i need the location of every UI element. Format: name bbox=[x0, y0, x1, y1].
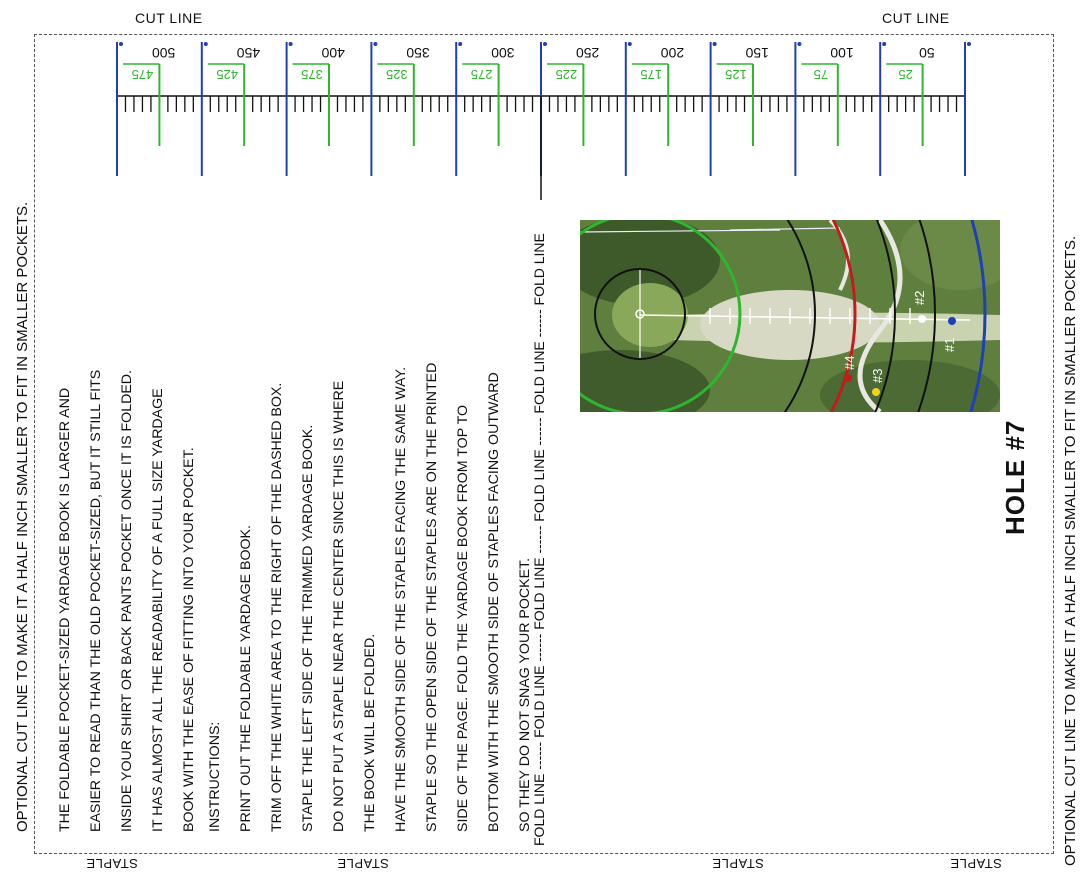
instructions-block: INSTRUCTIONS: PRINT OUT THE FOLDABLE YAR… bbox=[200, 363, 541, 832]
tee-marker-label: #4 bbox=[842, 355, 857, 370]
ruler-green-label: 375 bbox=[301, 67, 323, 82]
hole-aerial-map bbox=[580, 220, 1000, 412]
tee-marker-label: #3 bbox=[870, 368, 885, 383]
cut-line-label-right: CUT LINE bbox=[882, 10, 950, 26]
intro-line: EASIER TO READ THAN THE OLD POCKET-SIZED… bbox=[88, 369, 104, 832]
instruction-line: DO NOT PUT A STAPLE NEAR THE CENTER SINC… bbox=[331, 380, 347, 832]
staple-label: STAPLE bbox=[86, 856, 138, 871]
ruler-blue-label: 400 bbox=[321, 45, 345, 61]
ruler-green-label: 175 bbox=[640, 67, 662, 82]
instruction-line: PRINT OUT THE FOLDABLE YARDAGE BOOK. bbox=[238, 525, 254, 832]
intro-paragraph: THE FOLDABLE POCKET-SIZED YARDAGE BOOK I… bbox=[50, 370, 205, 832]
staple-label: STAPLE bbox=[950, 856, 1002, 871]
intro-line: THE FOLDABLE POCKET-SIZED YARDAGE BOOK I… bbox=[57, 387, 73, 832]
hole-title: HOLE #7 bbox=[1000, 419, 1030, 535]
instructions-heading: INSTRUCTIONS: bbox=[207, 721, 223, 832]
ruler-major-dot bbox=[967, 42, 971, 46]
ruler-blue-label: 250 bbox=[576, 45, 600, 61]
ruler-major-dot bbox=[712, 42, 717, 46]
instruction-line: SIDE OF THE PAGE. FOLD THE YARDAGE BOOK … bbox=[455, 404, 471, 832]
ruler-major-dot bbox=[627, 42, 632, 46]
ruler-blue-label: 450 bbox=[237, 45, 261, 61]
ruler-blue-label: 50 bbox=[919, 45, 935, 61]
ruler-major-dot bbox=[543, 42, 547, 46]
intro-line: IT HAS ALMOST ALL THE READABILITY OF A F… bbox=[150, 388, 166, 832]
dashed-cut-box bbox=[34, 34, 1054, 854]
ruler-blue-label: 300 bbox=[491, 45, 515, 61]
instruction-line: STAPLE SO THE OPEN SIDE OF THE STAPLES A… bbox=[424, 362, 440, 832]
ruler-major-dot bbox=[458, 42, 463, 46]
ruler-major-dot bbox=[797, 42, 802, 46]
instruction-line: TRIM OFF THE WHITE AREA TO THE RIGHT OF … bbox=[269, 382, 285, 832]
ruler-green-label: 475 bbox=[132, 67, 154, 82]
ruler-green-label: 25 bbox=[898, 67, 912, 82]
staple-label: STAPLE bbox=[337, 856, 389, 871]
ruler-major-dot bbox=[203, 42, 208, 46]
tee-marker-label: #1 bbox=[942, 337, 957, 352]
instruction-line: HAVE THE SMOOTH SIDE OF THE STAPLES FACI… bbox=[393, 366, 409, 832]
ruler-blue-label: 500 bbox=[152, 45, 176, 61]
ruler-major-dot bbox=[288, 42, 293, 46]
tee-marker-label: #2 bbox=[912, 290, 927, 305]
ruler-blue-label: 100 bbox=[830, 45, 854, 61]
ruler-major-dot bbox=[882, 42, 887, 46]
intro-line: INSIDE YOUR SHIRT OR BACK PANTS POCKET O… bbox=[119, 370, 135, 832]
yardage-ruler: 500 450 400 350 300 250 200 150 100 50 475 425 375 32… bbox=[116, 42, 971, 200]
instruction-line: STAPLE THE LEFT SIDE OF THE TRIMMED YARD… bbox=[300, 424, 316, 832]
instruction-line: THE BOOK WILL BE FOLDED. bbox=[362, 633, 378, 832]
ruler-blue-label: 350 bbox=[406, 45, 430, 61]
ruler-major-dot bbox=[119, 42, 123, 46]
ruler-green-label: 75 bbox=[814, 67, 828, 82]
fold-line-label: FOLD LINE ------ FOLD LINE ------ FOLD L… bbox=[531, 233, 547, 846]
ruler-green-label: 425 bbox=[216, 67, 238, 82]
cut-line-label-left: CUT LINE bbox=[135, 10, 203, 26]
optional-cut-note-right: OPTIONAL CUT LINE TO MAKE IT A HALF INCH… bbox=[1062, 235, 1079, 866]
optional-cut-note-left: OPTIONAL CUT LINE TO MAKE IT A HALF INCH… bbox=[14, 201, 31, 832]
instruction-line: BOTTOM WITH THE SMOOTH SIDE OF STAPLES F… bbox=[486, 372, 502, 832]
ruler-green-label: 275 bbox=[471, 67, 493, 82]
ruler-major-dot bbox=[373, 42, 378, 46]
ruler-green-label: 125 bbox=[725, 67, 747, 82]
ruler-blue-label: 150 bbox=[745, 45, 769, 61]
ruler-green-label: 225 bbox=[556, 67, 578, 82]
ruler-blue-label: 200 bbox=[661, 45, 685, 61]
staple-label: STAPLE bbox=[712, 856, 764, 871]
ruler-green-label: 325 bbox=[386, 67, 408, 82]
